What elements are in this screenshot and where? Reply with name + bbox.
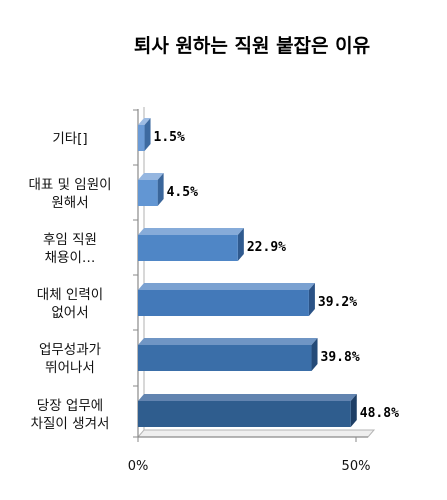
category-label: 채용이… — [45, 250, 96, 266]
plot-floor — [136, 429, 376, 438]
bar-top-face — [138, 173, 164, 180]
bar-side-face — [157, 173, 164, 206]
category-label: 후임 직원 — [43, 232, 97, 248]
bar-group — [138, 338, 318, 371]
bar-side-face — [350, 394, 357, 427]
data-label: 1.5% — [154, 130, 185, 145]
category-label: 뛰어나서 — [45, 360, 95, 376]
data-label: 4.5% — [167, 185, 198, 200]
bar-top-face — [138, 118, 151, 125]
bar-top-face — [138, 283, 315, 290]
category-label: 없어서 — [51, 305, 88, 321]
category-label: 기타[] — [52, 131, 87, 147]
bar-side-face — [237, 228, 244, 261]
bar-top-face — [138, 338, 318, 345]
category-label: 업무성과가 — [39, 342, 101, 358]
x-tick-label: 0% — [128, 459, 149, 474]
bar-side-face — [308, 283, 315, 316]
category-label: 대표 및 임원이 — [28, 177, 111, 193]
bar-side-face — [144, 118, 151, 151]
data-label: 48.8% — [360, 406, 399, 421]
chart-title: 퇴사 원하는 직원 붙잡은 이유 — [134, 35, 370, 57]
bar — [138, 401, 351, 427]
bar-group — [138, 118, 151, 151]
bar — [138, 235, 238, 261]
category-label: 당장 업무에 — [37, 398, 103, 414]
x-tick-label: 50% — [342, 459, 371, 474]
bar-group — [138, 228, 244, 261]
bar — [138, 125, 145, 151]
bar-group — [138, 283, 315, 316]
bar-group — [138, 173, 164, 206]
bar — [138, 345, 312, 371]
category-label: 차질이 생겨서 — [31, 416, 110, 432]
bar-group — [138, 394, 357, 427]
data-label: 39.8% — [321, 350, 360, 365]
bar — [138, 290, 309, 316]
category-label: 원해서 — [51, 195, 88, 211]
bar-top-face — [138, 228, 244, 235]
category-label: 대체 인력이 — [37, 287, 103, 303]
bar-side-face — [311, 338, 318, 371]
bar — [138, 180, 158, 206]
data-label: 39.2% — [318, 295, 357, 310]
bar-top-face — [138, 394, 357, 401]
data-label: 22.9% — [247, 240, 286, 255]
